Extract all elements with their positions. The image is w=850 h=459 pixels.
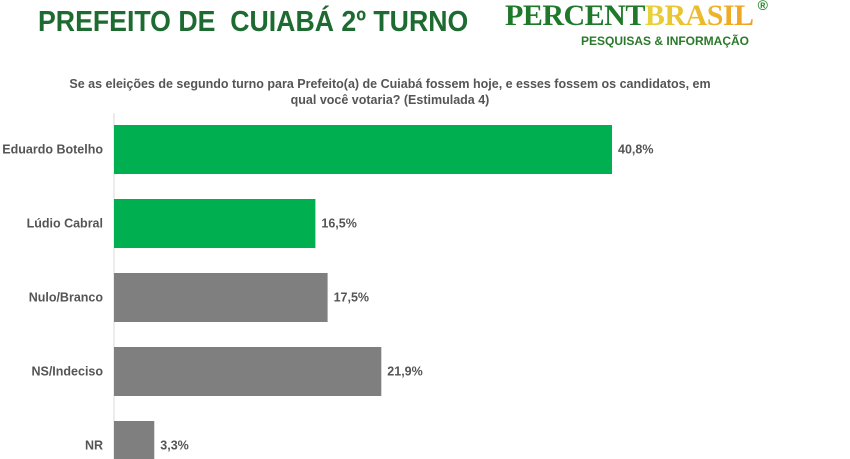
data-label: 40,8% (618, 143, 653, 157)
data-label: 3,3% (160, 439, 189, 453)
category-label: NR (85, 439, 103, 453)
data-label: 21,9% (387, 365, 422, 379)
category-label: Eduardo Botelho (2, 143, 103, 157)
registered-mark: ® (757, 0, 768, 13)
bar (114, 125, 612, 174)
category-label: Lúdio Cabral (27, 217, 103, 231)
data-label: 17,5% (334, 291, 369, 305)
category-label: NS/Indeciso (31, 365, 103, 379)
chart-title: Se as eleições de segundo turno para Pre… (69, 77, 711, 107)
bar (114, 199, 316, 248)
bar (114, 347, 382, 396)
page-title: PREFEITO DE CUIABÁ 2º TURNO (38, 6, 469, 38)
logo-tagline: PESQUISAS & INFORMAÇÃO (581, 34, 750, 48)
logo-text-percent: PERCENT (505, 0, 645, 32)
bar (114, 273, 328, 322)
category-label: Nulo/Branco (29, 291, 104, 305)
percent-brasil-logo: PERCENT BRASIL ® PESQUISAS & INFORMAÇÃO (505, 0, 795, 50)
data-label: 16,5% (321, 217, 356, 231)
bar (114, 421, 155, 459)
logo-text-brasil: BRASIL (644, 0, 754, 32)
logo-wordmark: PERCENT BRASIL ® (505, 0, 795, 32)
